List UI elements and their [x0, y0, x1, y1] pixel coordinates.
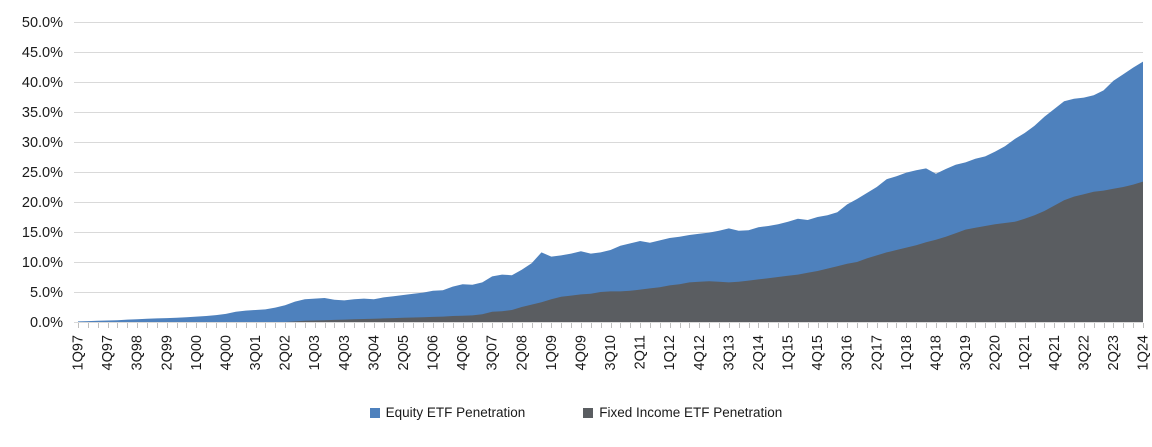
- chart-legend: Equity ETF Penetration Fixed Income ETF …: [0, 401, 1152, 425]
- x-axis-tick-label: 1Q18: [899, 335, 915, 370]
- legend-item-fixed-income: Fixed Income ETF Penetration: [583, 406, 782, 420]
- x-axis-tick-label: 1Q03: [307, 335, 323, 370]
- y-axis-tick-label: 35.0%: [22, 105, 63, 121]
- fixed-income-legend-label: Fixed Income ETF Penetration: [599, 405, 783, 421]
- x-axis-tick-label: 3Q01: [248, 335, 264, 370]
- x-axis-tick-label: 3Q22: [1076, 335, 1092, 370]
- x-axis-tick-label: 4Q06: [455, 335, 471, 370]
- equity-legend-label: Equity ETF Penetration: [385, 405, 526, 421]
- y-axis-tick-label: 0.0%: [30, 315, 63, 331]
- x-axis-tick-label: 2Q23: [1106, 335, 1122, 370]
- x-axis-tick-label: 4Q03: [337, 335, 353, 370]
- x-axis-tick-label: 2Q14: [751, 335, 767, 370]
- x-axis-tick-label: 4Q12: [692, 335, 708, 370]
- y-axis-tick-label: 20.0%: [22, 195, 63, 211]
- y-axis-tick-label: 15.0%: [22, 225, 63, 241]
- x-axis-tick-label: 2Q17: [869, 335, 885, 370]
- x-axis-tick-label: 2Q02: [278, 335, 294, 370]
- y-axis-tick-label: 30.0%: [22, 135, 63, 151]
- x-axis-tick-label: 2Q11: [633, 335, 649, 369]
- x-axis-tick-label: 3Q10: [603, 335, 619, 370]
- x-axis-tick-label: 1Q06: [426, 335, 442, 370]
- x-axis-tick-label: 3Q98: [130, 335, 146, 370]
- fixed-income-area-series: [78, 181, 1143, 322]
- x-axis-tick-label: 1Q12: [662, 335, 678, 370]
- equity-legend-swatch: [369, 408, 380, 418]
- y-axis-tick-label: 10.0%: [22, 255, 63, 271]
- x-axis-tick-label: 4Q09: [573, 335, 589, 370]
- y-axis-tick-label: 25.0%: [22, 165, 63, 181]
- x-axis-tick-label: 3Q16: [840, 335, 856, 370]
- legend-item-equity: Equity ETF Penetration: [369, 405, 526, 421]
- y-axis-tick-label: 40.0%: [22, 75, 63, 91]
- x-axis-tick-label: 4Q00: [218, 335, 234, 370]
- y-axis-tick-label: 45.0%: [22, 45, 63, 61]
- x-axis-tick-label: 3Q07: [485, 335, 501, 370]
- x-axis-tick-label: 4Q15: [810, 335, 826, 370]
- x-axis-tick-label: 3Q19: [958, 335, 974, 370]
- x-axis-tick-label: 4Q21: [1047, 335, 1063, 370]
- x-axis-tick-label: 2Q05: [396, 335, 412, 370]
- y-axis-tick-label: 50.0%: [22, 15, 63, 31]
- x-axis-tick-label: 1Q21: [1017, 335, 1033, 370]
- x-axis-tick-label: 1Q24: [1136, 335, 1152, 370]
- x-axis-tick-label: 1Q09: [544, 335, 560, 370]
- x-axis-tick-label: 1Q97: [71, 335, 87, 370]
- x-axis-tick-label: 2Q20: [988, 335, 1004, 370]
- y-axis-tick-label: 5.0%: [30, 285, 63, 301]
- x-axis-tick-label: 1Q00: [189, 335, 205, 370]
- x-axis-tick-label: 1Q15: [781, 335, 797, 370]
- x-axis-tick-label: 2Q99: [159, 335, 175, 370]
- x-axis-tick-label: 3Q13: [721, 335, 737, 370]
- x-axis-tick-label: 3Q04: [366, 335, 382, 370]
- x-axis-tick-label: 4Q18: [928, 335, 944, 370]
- fixed-income-legend-swatch: [583, 408, 594, 418]
- x-axis-tick-label: 2Q08: [514, 335, 530, 370]
- x-axis-tick-label: 4Q97: [100, 335, 116, 370]
